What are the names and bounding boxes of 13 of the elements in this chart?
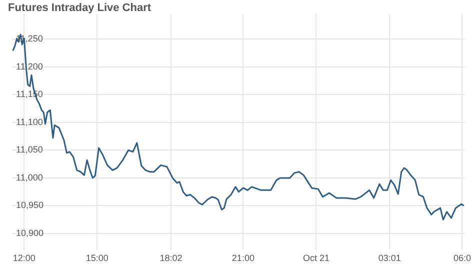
x-tick-label: 03:01 xyxy=(378,253,401,264)
chart-title: Futures Intraday Live Chart xyxy=(8,2,152,14)
x-tick-label: 15:00 xyxy=(86,253,108,264)
x-tick-label: 12:00 xyxy=(12,253,36,264)
y-tick-label: 11,000 xyxy=(16,172,43,182)
x-tick-label: 18:02 xyxy=(160,253,182,264)
x-tick-label: Oct 21 xyxy=(302,253,330,264)
y-tick-label: 11,100 xyxy=(16,116,43,127)
y-tick-label: 10,950 xyxy=(16,200,44,210)
x-tick-label: 06:0 xyxy=(453,253,471,264)
y-tick-label: 11,050 xyxy=(16,144,43,155)
x-tick-label: 21:00 xyxy=(232,253,254,264)
y-tick-label: 10,900 xyxy=(16,228,44,238)
